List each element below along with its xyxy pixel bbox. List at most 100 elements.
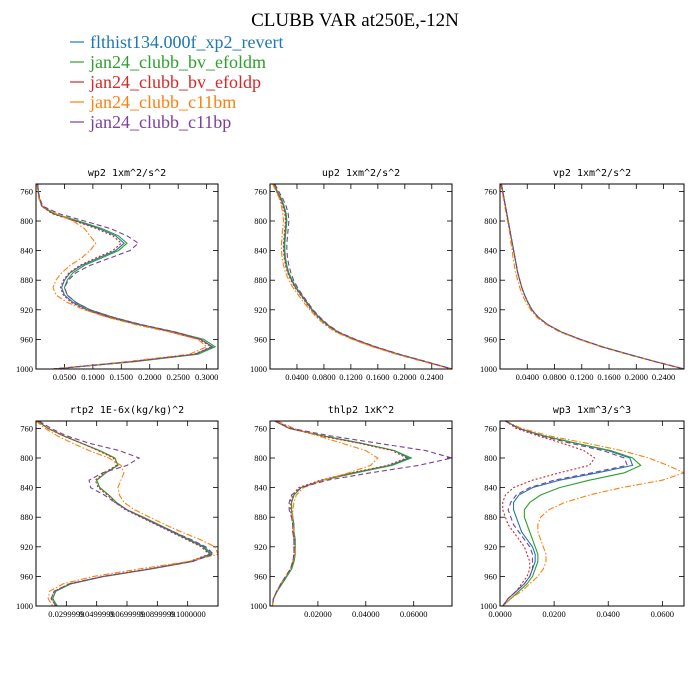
y-tick-label: 840 [484,483,497,493]
x-tick-label: 0.0800 [312,372,335,382]
y-tick-label: 800 [254,216,267,226]
y-tick-label: 1000 [480,601,497,611]
y-tick-label: 760 [254,423,267,433]
y-tick-label: 880 [20,275,33,285]
series-line [37,421,213,606]
x-tick-label: 0.0800 [543,372,566,382]
y-tick-label: 920 [254,542,267,552]
series-line [273,184,452,369]
chart-panel-6: wp3 1xm^3/s^3 760 800 840 880 920 960 10000.000… [480,405,685,619]
y-tick-label: 840 [484,246,497,256]
y-tick-label: 1000 [16,601,33,611]
series-line [502,421,596,606]
x-tick-label: 0.0400 [285,372,308,382]
panel-title: vp2 1xm^2/s^2 [553,168,631,179]
y-tick-label: 920 [20,305,33,315]
y-tick-label: 880 [20,512,33,522]
y-tick-label: 920 [484,542,497,552]
x-tick-label: 0.0499999 [79,609,115,619]
series-line [500,184,684,369]
legend-entry-label: jan24_clubb_bv_efoldp [89,72,261,92]
y-tick-label: 840 [254,483,267,493]
x-tick-label: 0.1600 [597,372,620,382]
x-tick-label: 0.06000 [400,609,428,619]
y-tick-label: 760 [484,423,497,433]
panel-frame [499,183,685,370]
y-tick-label: 920 [20,542,33,552]
panel-title: up2 1xm^2/s^2 [322,168,400,179]
panel-frame [35,420,219,607]
x-tick-label: 0.04000 [352,609,380,619]
chart-panel-1: wp2 1xm^2/s^2 760 800 840 880 920 960 1000 0.050… [16,168,219,382]
y-tick-label: 960 [254,571,267,581]
y-tick-label: 760 [20,186,33,196]
series-line [272,184,452,369]
x-tick-label: 0.2400 [652,372,675,382]
y-tick-label: 960 [484,334,497,344]
y-tick-label: 960 [254,334,267,344]
y-tick-label: 960 [20,334,33,344]
y-tick-label: 800 [484,453,497,463]
y-tick-label: 880 [484,275,497,285]
y-tick-label: 880 [254,275,267,285]
x-tick-label: 0.2400 [420,372,443,382]
panel-frame [499,420,685,607]
series-line [500,184,684,369]
y-tick-label: 920 [254,305,267,315]
x-tick-label: 0.0500 [53,372,76,382]
y-tick-label: 880 [484,512,497,522]
x-tick-label: 0.3000 [195,372,218,382]
legend-entry-label: jan24_clubb_c11bm [89,92,236,112]
x-tick-label: 0.1000 [81,372,104,382]
series-line [272,184,452,369]
x-tick-label: 0.2500 [167,372,190,382]
panel-grid: wp2 1xm^2/s^2 760 800 840 880 920 960 1000 0.050… [16,168,685,619]
x-tick-label: 0.1000000 [170,609,206,619]
y-tick-label: 760 [254,186,267,196]
x-tick-label: 0.0299999 [48,609,84,619]
legend-entry-label: jan24_clubb_c11bp [89,112,231,132]
series-line [37,184,217,369]
x-tick-label: 0.2000 [393,372,416,382]
y-tick-label: 960 [20,571,33,581]
x-tick-label: 0.1600 [366,372,389,382]
y-tick-label: 760 [20,423,33,433]
series-line [37,421,210,606]
x-tick-label: 0.0000 [488,609,511,619]
y-tick-label: 840 [20,483,33,493]
series-line [274,184,452,369]
y-tick-label: 800 [20,216,33,226]
x-tick-label: 0.0600 [651,609,674,619]
panel-title: rtp2 1E-6x(kg/kg)^2 [70,405,184,416]
chart-panel-4: rtp2 1E-6x(kg/kg)^2 760 800 840 880 920 960 100… [16,405,219,619]
series-line [37,184,213,369]
series-line [36,184,208,369]
legend-entry-label: jan24_clubb_bv_efoldm [89,52,266,72]
series-line [500,184,684,369]
x-tick-label: 0.0699999 [109,609,145,619]
x-tick-label: 0.0400 [597,609,620,619]
series-line [500,184,684,369]
chart-panel-2: up2 1xm^2/s^2 760 800 840 880 920 960 1000 0.040… [250,168,453,382]
y-tick-label: 1000 [16,364,33,374]
panel-frame [269,183,453,370]
series-line [272,184,452,369]
x-tick-label: 0.1200 [339,372,362,382]
x-tick-label: 0.1200 [570,372,593,382]
chart-panel-3: vp2 1xm^2/s^2 760 800 840 880 920 960 1000 0.040… [480,168,685,382]
series-line [502,421,628,606]
x-tick-label: 0.0899999 [139,609,175,619]
panel-title: thlp2 1xK^2 [328,405,394,416]
panel-frame [35,183,219,370]
y-tick-label: 840 [20,246,33,256]
y-tick-label: 1000 [480,364,497,374]
series-line [36,421,218,606]
series-line [500,184,684,369]
series-line [271,421,379,606]
x-tick-label: 0.0400 [516,372,539,382]
y-tick-label: 840 [254,246,267,256]
series-line [37,184,214,369]
chart-panel-5: thlp2 1xK^2 760 800 840 880 920 960 1000 0.02000… [250,405,453,619]
x-tick-label: 0.2000 [138,372,161,382]
